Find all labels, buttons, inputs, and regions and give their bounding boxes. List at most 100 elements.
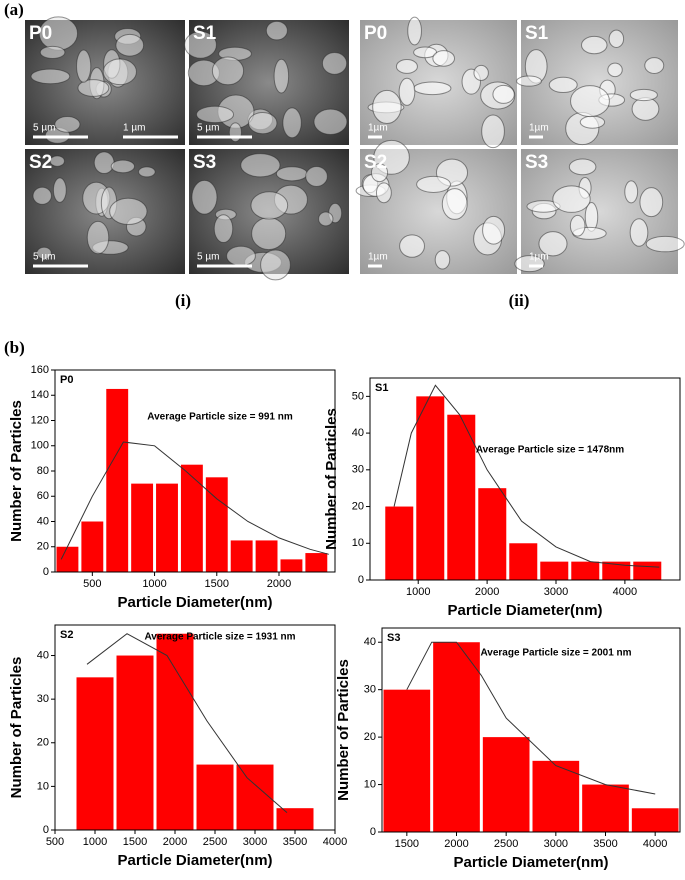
bar <box>447 414 476 580</box>
grain <box>195 105 235 124</box>
grain <box>492 84 515 104</box>
grain <box>644 57 665 74</box>
micrograph-label: S3 <box>193 152 216 173</box>
grain <box>240 153 281 178</box>
grain <box>39 45 66 59</box>
grain <box>370 163 389 183</box>
bar <box>509 543 538 580</box>
scale-bar-label: 5 µm <box>197 252 219 263</box>
y-tick-label: 80 <box>37 465 49 477</box>
grain <box>251 217 287 251</box>
x-tick-label: 1000 <box>83 836 107 848</box>
grain <box>265 20 288 41</box>
micrograph-label: S2 <box>29 152 52 173</box>
y-tick-label: 40 <box>37 515 49 527</box>
micrograph-label: S1 <box>193 23 217 44</box>
bar <box>156 483 178 572</box>
x-tick-label: 2000 <box>444 838 468 850</box>
grain <box>313 108 348 135</box>
y-tick-label: 10 <box>364 778 376 790</box>
panel-letter: (a) <box>4 0 24 19</box>
x-tick-label: 1500 <box>123 836 147 848</box>
y-tick-label: 10 <box>37 780 49 792</box>
x-tick-label: 2500 <box>203 836 227 848</box>
grain <box>228 122 243 143</box>
y-tick-label: 20 <box>352 500 364 512</box>
scale-bar-label: 5 µm <box>33 123 55 134</box>
x-axis-title: Particle Diameter(nm) <box>447 602 602 619</box>
x-tick-label: 1000 <box>406 586 430 598</box>
scale-bar-label: 1 µm <box>123 123 145 134</box>
x-tick-label: 500 <box>83 578 101 590</box>
grain <box>608 29 625 49</box>
panel-letter: (b) <box>4 338 25 357</box>
grain <box>226 245 256 267</box>
x-tick-label: 2000 <box>163 836 187 848</box>
scale-bar-label: 1µm <box>529 252 549 263</box>
y-tick-label: 30 <box>352 464 364 476</box>
grain <box>548 76 578 93</box>
bar <box>540 561 569 580</box>
x-axis-title: Particle Diameter(nm) <box>117 594 272 611</box>
x-tick-label: 2500 <box>494 838 518 850</box>
grain <box>482 215 506 245</box>
annotation: Average Particle size = 2001 nm <box>480 648 631 659</box>
bar <box>116 655 154 830</box>
x-tick-label: 2000 <box>475 586 499 598</box>
grain <box>110 159 136 174</box>
bar <box>631 808 679 832</box>
x-tick-label: 3500 <box>593 838 617 850</box>
scale-bar-label: 1µm <box>368 252 388 263</box>
bar <box>280 559 303 572</box>
bar <box>276 808 314 830</box>
grain <box>247 111 278 135</box>
bar <box>180 464 203 572</box>
grain <box>49 155 65 167</box>
grain <box>481 114 505 149</box>
x-tick-label: 2000 <box>267 578 291 590</box>
x-tick-label: 3500 <box>283 836 307 848</box>
x-axis-title: Particle Diameter(nm) <box>117 852 272 869</box>
plot-frame <box>54 624 336 831</box>
grain <box>184 30 217 59</box>
grain <box>570 85 610 118</box>
y-tick-label: 10 <box>352 537 364 549</box>
x-tick-label: 4000 <box>643 838 667 850</box>
grain <box>372 89 402 124</box>
grain <box>538 231 568 257</box>
bar <box>196 764 234 830</box>
grain <box>516 75 542 87</box>
grain <box>569 214 586 237</box>
grain <box>639 187 664 218</box>
x-tick-label: 3000 <box>544 838 568 850</box>
grain <box>275 166 308 182</box>
y-tick-label: 0 <box>43 566 49 578</box>
y-tick-label: 30 <box>364 684 376 696</box>
bar <box>582 784 629 832</box>
x-tick-label: 3000 <box>544 586 568 598</box>
fit-curve <box>393 384 660 568</box>
y-axis-title: Number of Particles <box>335 659 352 801</box>
bar <box>433 642 480 832</box>
plot-frame <box>381 627 681 833</box>
bar <box>532 760 580 832</box>
y-tick-label: 20 <box>37 541 49 553</box>
bar <box>76 677 114 830</box>
micrograph-label: S1 <box>525 23 549 44</box>
group-label: (i) <box>175 291 191 310</box>
panel-label: S3 <box>387 632 400 644</box>
bar <box>230 540 253 572</box>
annotation: Average Particle size = 991 nm <box>147 412 293 423</box>
grain <box>305 165 328 187</box>
x-tick-label: 500 <box>46 836 64 848</box>
grain <box>568 158 597 176</box>
scale-bar-label: 1µm <box>368 123 388 134</box>
grain <box>395 59 418 74</box>
micrograph-label: S2 <box>364 152 387 173</box>
grain <box>629 218 649 247</box>
y-tick-label: 20 <box>364 731 376 743</box>
bar <box>571 561 600 580</box>
panel-label: P0 <box>60 374 73 386</box>
grain <box>434 250 451 270</box>
